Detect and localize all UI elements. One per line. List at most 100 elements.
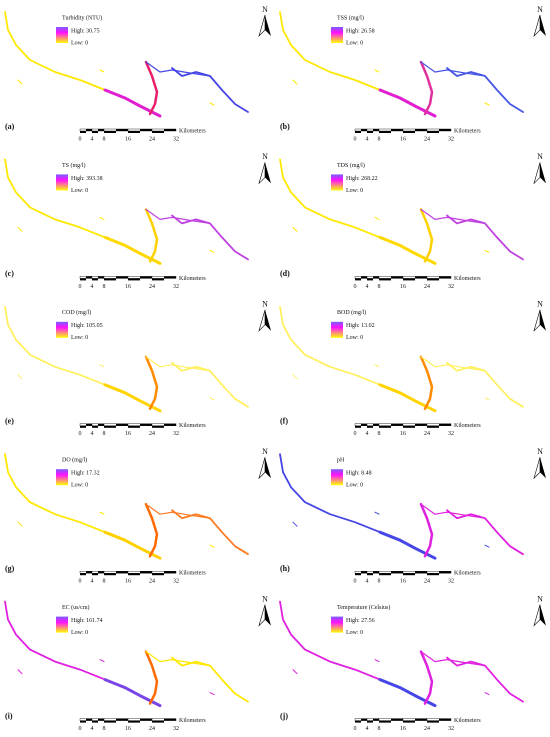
scale-tick-label: 0 bbox=[79, 431, 82, 437]
scale-segment bbox=[104, 573, 116, 576]
scale-tick-label: 8 bbox=[378, 284, 381, 290]
scale-segment bbox=[140, 718, 152, 721]
scale-segment bbox=[439, 276, 451, 279]
scale-segment bbox=[152, 720, 164, 723]
scale-unit: Kilometers bbox=[454, 423, 481, 429]
river-east-lower bbox=[171, 214, 249, 261]
north-arrow bbox=[540, 604, 546, 626]
river-main-upper bbox=[4, 158, 106, 239]
river-main-upper bbox=[279, 305, 381, 386]
scale-segment bbox=[427, 425, 439, 428]
map-panel: BOD (mg/l) High: 13.02 Low: 0 N 0 4 8 16 24 32Kil… bbox=[279, 300, 546, 437]
river-main-lower bbox=[378, 383, 437, 413]
river-east-lower bbox=[446, 656, 524, 703]
north-arrow bbox=[533, 457, 541, 480]
scale-segment bbox=[92, 425, 98, 428]
legend-high: High: 13.02 bbox=[346, 323, 375, 329]
scale-tick-label: 8 bbox=[378, 726, 381, 732]
river-main-lower bbox=[103, 235, 162, 265]
map-panel: TS (mg/l) High: 393.38 Low: 0 N 0 4 8 16 24 32Kil… bbox=[4, 152, 271, 290]
scale-unit: Kilometers bbox=[454, 128, 481, 134]
river-east-lower bbox=[171, 361, 249, 408]
scale-segment bbox=[403, 573, 415, 576]
scale-tick-label: 32 bbox=[173, 284, 179, 290]
scale-unit: Kilometers bbox=[179, 571, 206, 577]
scale-tick-label: 8 bbox=[103, 431, 106, 437]
map-panel: DO (mg/l) High: 17.32 Low: 0 N 0 4 8 16 24 32Kilo… bbox=[4, 447, 271, 585]
scale-segment bbox=[116, 718, 128, 721]
scale-segment bbox=[361, 276, 367, 279]
scale-tick-label: 32 bbox=[173, 136, 179, 142]
scale-tick-label: 4 bbox=[91, 431, 94, 437]
river-east-upper bbox=[420, 356, 486, 372]
legend-swatch bbox=[331, 469, 343, 486]
map-panel: COD (mg/l) High: 105.05 Low: 0 N 0 4 8 16 24 32Ki… bbox=[4, 300, 271, 437]
scale-segment bbox=[379, 131, 391, 133]
river-east-lower bbox=[446, 214, 524, 261]
legend-swatch bbox=[331, 174, 343, 191]
scale-unit: Kilometers bbox=[454, 571, 481, 577]
river-main-lower bbox=[103, 530, 162, 560]
river-fragment bbox=[17, 69, 215, 106]
scale-tick-label: 32 bbox=[448, 431, 454, 437]
legend-high: High: 27.56 bbox=[346, 618, 375, 624]
legend-swatch bbox=[331, 321, 343, 338]
scale-segment bbox=[373, 423, 379, 426]
legend-swatch bbox=[56, 174, 68, 191]
scale-segment bbox=[415, 718, 427, 721]
river-tributary bbox=[419, 650, 434, 705]
legend-high: High: 268.22 bbox=[346, 176, 378, 182]
scale-segment bbox=[391, 423, 403, 426]
scale-tick-label: 32 bbox=[448, 284, 454, 290]
scale-tick-label: 0 bbox=[354, 579, 357, 585]
river-east-upper bbox=[420, 61, 486, 77]
scale-tick-label: 0 bbox=[354, 136, 357, 142]
scale-segment bbox=[415, 129, 427, 131]
river-fragment bbox=[17, 364, 215, 401]
scale-tick-label: 0 bbox=[79, 579, 82, 585]
legend-swatch bbox=[56, 27, 68, 43]
scale-tick-label: 4 bbox=[91, 579, 94, 585]
scale-segment bbox=[361, 129, 367, 131]
scale-segment bbox=[415, 276, 427, 279]
scale-tick-label: 8 bbox=[103, 136, 106, 142]
scale-tick-label: 24 bbox=[149, 431, 155, 437]
scale-unit: Kilometers bbox=[179, 423, 206, 429]
scale-tick-label: 32 bbox=[448, 579, 454, 585]
scale-tick-label: 24 bbox=[424, 579, 430, 585]
scale-tick-label: 0 bbox=[79, 136, 82, 142]
scale-segment bbox=[427, 131, 439, 133]
scale-segment bbox=[92, 131, 98, 133]
scale-tick-label: 24 bbox=[424, 726, 430, 732]
scale-segment bbox=[92, 720, 98, 723]
river-fragment bbox=[292, 511, 490, 548]
river-main-lower bbox=[378, 88, 437, 118]
north-arrow bbox=[533, 14, 541, 38]
legend-low: Low: 0 bbox=[346, 188, 363, 194]
river-main-upper bbox=[279, 453, 381, 534]
scale-segment bbox=[403, 720, 415, 723]
scale-tick-label: 4 bbox=[91, 726, 94, 732]
river-east-upper bbox=[145, 356, 211, 372]
river-east-upper bbox=[145, 61, 211, 77]
panel-letter: (i) bbox=[5, 711, 13, 720]
scale-segment bbox=[361, 571, 367, 574]
panel-letter: (c) bbox=[5, 269, 14, 278]
legend-high: High: 393.38 bbox=[71, 176, 103, 182]
panel-title: TS (mg/l) bbox=[62, 162, 86, 169]
legend-low: Low: 0 bbox=[71, 483, 88, 489]
scale-segment bbox=[128, 131, 140, 133]
scale-segment bbox=[152, 425, 164, 428]
panel-title: BOD (mg/l) bbox=[337, 309, 366, 316]
river-main-upper bbox=[4, 305, 106, 386]
scale-segment bbox=[403, 278, 415, 281]
scale-tick-label: 24 bbox=[424, 136, 430, 142]
scale-segment bbox=[164, 129, 176, 131]
river-tributary bbox=[144, 355, 159, 411]
scale-tick-label: 4 bbox=[366, 284, 369, 290]
scale-tick-label: 24 bbox=[149, 579, 155, 585]
north-arrow bbox=[540, 309, 546, 331]
scale-segment bbox=[152, 278, 164, 281]
scale-segment bbox=[98, 129, 104, 131]
